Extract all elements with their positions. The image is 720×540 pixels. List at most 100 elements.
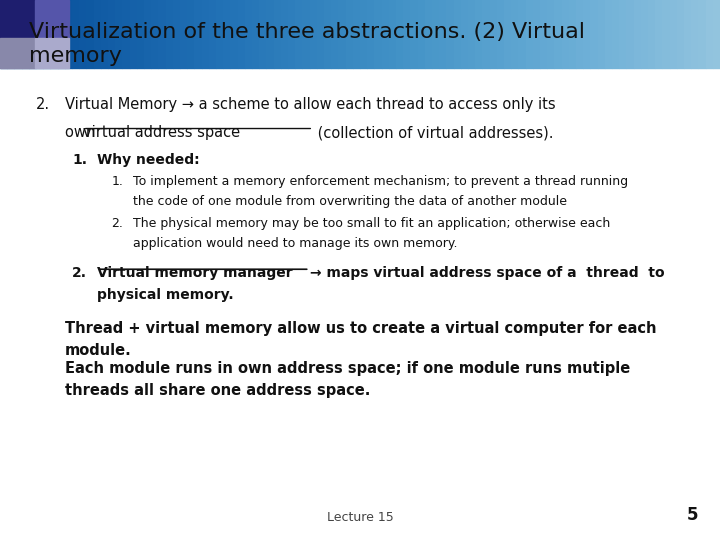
Bar	[648, 0, 655, 68]
Bar	[619, 0, 626, 68]
Bar	[446, 0, 454, 68]
Bar	[50, 0, 58, 68]
Text: 2.: 2.	[36, 97, 50, 112]
Bar	[698, 0, 706, 68]
Text: 1.: 1.	[112, 175, 123, 188]
Bar	[187, 0, 194, 68]
Bar	[245, 0, 252, 68]
Bar	[418, 0, 425, 68]
Bar	[259, 0, 266, 68]
Bar	[252, 0, 259, 68]
Text: 1.: 1.	[72, 153, 87, 167]
Bar	[403, 0, 410, 68]
Bar	[691, 0, 698, 68]
Bar	[475, 0, 482, 68]
Bar	[504, 0, 511, 68]
Bar	[382, 0, 389, 68]
Bar	[202, 0, 209, 68]
Bar	[655, 0, 662, 68]
Bar	[7, 0, 14, 68]
Bar	[554, 0, 562, 68]
Text: Lecture 15: Lecture 15	[327, 511, 393, 524]
Bar	[626, 0, 634, 68]
Bar	[274, 0, 281, 68]
Bar	[367, 0, 374, 68]
Bar	[29, 0, 36, 68]
Bar	[331, 0, 338, 68]
Bar	[547, 0, 554, 68]
Text: The physical memory may be too small to fit an application; otherwise each: The physical memory may be too small to …	[133, 217, 611, 230]
Text: the code of one module from overwriting the data of another module: the code of one module from overwriting …	[133, 195, 567, 208]
Text: → maps virtual address space of a  thread  to: → maps virtual address space of a thread…	[310, 266, 665, 280]
Bar	[432, 0, 439, 68]
Bar	[166, 0, 173, 68]
Bar	[79, 0, 86, 68]
Bar	[612, 0, 619, 68]
Bar	[468, 0, 475, 68]
Bar	[151, 0, 158, 68]
Text: 2.: 2.	[72, 266, 87, 280]
Bar	[86, 0, 94, 68]
Bar	[576, 0, 583, 68]
Bar	[288, 0, 295, 68]
Bar	[396, 0, 403, 68]
Text: To implement a memory enforcement mechanism; to prevent a thread running: To implement a memory enforcement mechan…	[133, 175, 629, 188]
Bar	[569, 0, 576, 68]
Bar	[108, 0, 115, 68]
Bar	[180, 0, 187, 68]
Bar	[194, 0, 202, 68]
Bar	[389, 0, 396, 68]
Text: 2.: 2.	[112, 217, 123, 230]
Bar	[209, 0, 216, 68]
Bar	[713, 0, 720, 68]
Bar	[295, 0, 302, 68]
Bar	[518, 0, 526, 68]
Text: Why needed:: Why needed:	[97, 153, 200, 167]
Bar	[540, 0, 547, 68]
Bar	[266, 0, 274, 68]
Bar	[158, 0, 166, 68]
Bar	[641, 0, 648, 68]
Bar	[35, 38, 69, 68]
Text: virtual address space: virtual address space	[83, 125, 240, 140]
Text: Virtual Memory → a scheme to allow each thread to access only its: Virtual Memory → a scheme to allow each …	[65, 97, 555, 112]
Bar	[14, 0, 22, 68]
Bar	[454, 0, 461, 68]
Bar	[130, 0, 137, 68]
Text: Thread + virtual memory allow us to create a virtual computer for each: Thread + virtual memory allow us to crea…	[65, 321, 657, 336]
Bar	[490, 0, 497, 68]
Bar	[439, 0, 446, 68]
Bar	[223, 0, 230, 68]
Text: (collection of virtual addresses).: (collection of virtual addresses).	[313, 125, 554, 140]
Bar	[0, 0, 7, 68]
Bar	[22, 0, 29, 68]
Bar	[677, 0, 684, 68]
Bar	[302, 0, 310, 68]
Bar	[562, 0, 569, 68]
Text: threads all share one address space.: threads all share one address space.	[65, 383, 370, 398]
Bar	[662, 0, 670, 68]
Bar	[706, 0, 713, 68]
Bar	[598, 0, 605, 68]
Bar	[310, 0, 317, 68]
Bar	[338, 0, 346, 68]
Bar	[684, 0, 691, 68]
Bar	[533, 0, 540, 68]
Text: physical memory.: physical memory.	[97, 288, 234, 302]
Text: memory: memory	[29, 46, 122, 66]
Text: own: own	[65, 125, 99, 140]
Bar	[173, 0, 180, 68]
Bar	[360, 0, 367, 68]
Bar	[35, 0, 69, 38]
Bar	[65, 0, 72, 68]
Bar	[72, 0, 79, 68]
Bar	[497, 0, 504, 68]
Text: application would need to manage its own memory.: application would need to manage its own…	[133, 237, 458, 249]
Bar	[670, 0, 677, 68]
Bar	[0, 0, 35, 38]
Bar	[583, 0, 590, 68]
Bar	[425, 0, 432, 68]
Text: Each module runs in own address space; if one module runs mutiple: Each module runs in own address space; i…	[65, 361, 630, 376]
Bar	[353, 0, 360, 68]
Bar	[122, 0, 130, 68]
